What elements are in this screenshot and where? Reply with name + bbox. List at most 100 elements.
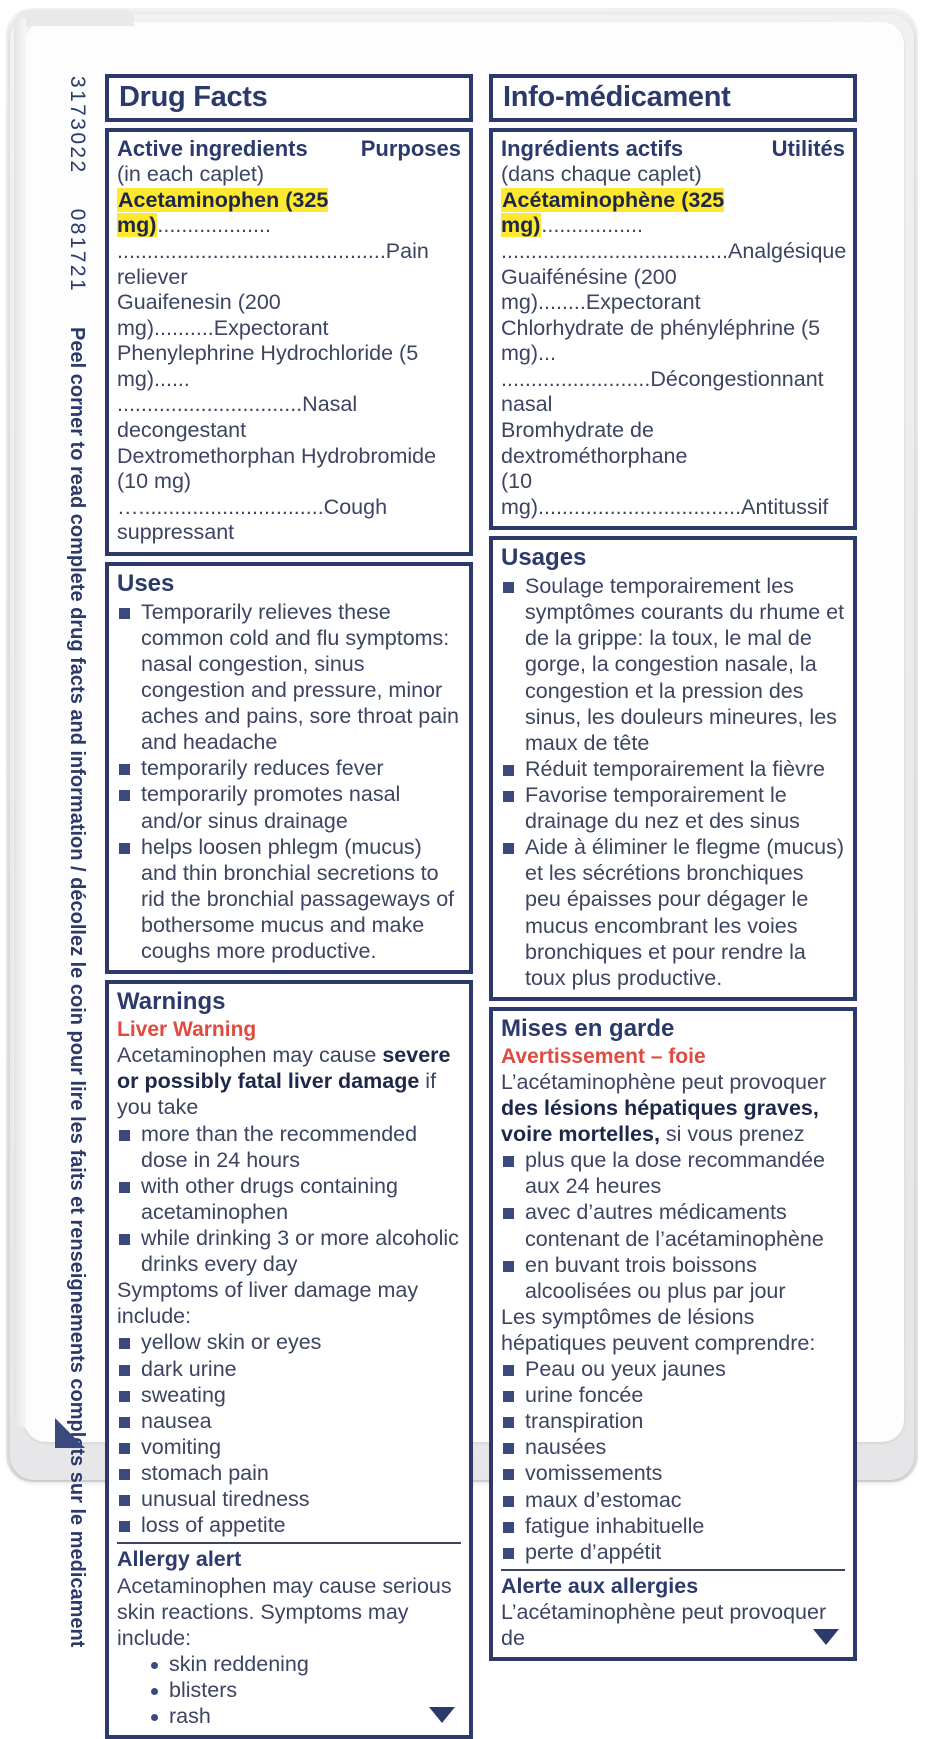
english-uses-list: Temporarily relieves these common cold a… <box>117 599 461 965</box>
peel-corner-triangle-icon[interactable] <box>55 1418 85 1448</box>
list-item: urine foncée <box>501 1382 845 1408</box>
french-lead-post: si vous prenez <box>659 1122 805 1147</box>
english-active-subheader: (in each caplet) <box>117 162 264 187</box>
french-ingredient-leader-0: ................. <box>541 213 643 238</box>
french-active-header: Ingrédients actifs <box>501 136 684 162</box>
french-active-subheader: (dans chaque caplet) <box>501 162 702 187</box>
english-ingredient-purpose-0: ........................................… <box>117 238 429 289</box>
french-warnings-box: Mises en garde Avertissement – foie L’ac… <box>489 1006 857 1662</box>
french-liver-warning-lead: L’acétaminophène peut provoquer des lési… <box>501 1069 845 1147</box>
english-liver-warning-title: Liver Warning <box>117 1018 257 1042</box>
sheet-top-lip <box>14 10 134 26</box>
list-item: temporarily promotes nasal and/or sinus … <box>117 781 461 833</box>
french-ingredient-leader-1: ........Expectorant <box>538 290 701 315</box>
english-ingredient-row-2: Phenylephrine Hydrochloride (5 mg)...... <box>117 341 461 392</box>
french-allergy-divider <box>501 1568 845 1571</box>
french-ingredient-purpose-2: .........................Décongestionnan… <box>501 366 824 417</box>
french-symptoms-list: Peau ou yeux jaunes urine foncée transpi… <box>501 1356 845 1565</box>
list-item: sweating <box>117 1382 461 1408</box>
french-ingredient-row-2: Chlorhydrate de phényléphrine (5 mg)... <box>501 316 845 367</box>
list-item: temporarily reduces fever <box>117 755 461 781</box>
english-uses-title: Uses <box>117 569 175 597</box>
list-item: fatigue inhabituelle <box>501 1513 845 1539</box>
english-warning-conditions-list: more than the recommended dose in 24 hou… <box>117 1121 461 1278</box>
list-item: loss of appetite <box>117 1512 461 1538</box>
french-uses-title: Usages <box>501 544 587 572</box>
list-item: avec d’autres médicaments contenant de l… <box>501 1199 845 1251</box>
list-item: nausées <box>501 1434 845 1460</box>
list-item: Peau ou yeux jaunes <box>501 1356 845 1382</box>
english-active-ingredients-box: Active ingredients Purposes (in each cap… <box>105 128 473 556</box>
french-allergy-alert-title: Alerte aux allergies <box>501 1573 699 1598</box>
list-item: more than the recommended dose in 24 hou… <box>117 1121 461 1173</box>
english-symptoms-intro: Symptoms of liver damage may include: <box>117 1278 419 1329</box>
french-purposes-header: Utilités <box>771 136 845 162</box>
list-item: en buvant trois boissons alcoolisées ou … <box>501 1252 845 1304</box>
list-item: vomiting <box>117 1434 461 1460</box>
english-continue-arrow-down-icon[interactable] <box>429 1707 455 1724</box>
list-item: stomach pain <box>117 1460 461 1486</box>
list-item: transpiration <box>501 1408 845 1434</box>
french-liver-warning-title: Avertissement – foie <box>501 1044 706 1068</box>
french-uses-list: Soulage temporairement les symptômes cou… <box>501 573 845 991</box>
english-warnings-box: Warnings Liver Warning Acetaminophen may… <box>105 980 473 1739</box>
english-allergy-alert-title: Allergy alert <box>117 1547 242 1572</box>
list-item: plus que la dose recommandée aux 24 heur… <box>501 1147 845 1199</box>
english-column: Drug Facts Active ingredients Purposes (… <box>105 74 481 1739</box>
french-title: Info-médicament <box>503 81 731 113</box>
french-warning-conditions-list: plus que la dose recommandée aux 24 heur… <box>501 1147 845 1304</box>
english-ingredient-purpose-2: ...............................Nasal dec… <box>117 392 358 442</box>
french-continue-arrow-down-icon[interactable] <box>813 1629 839 1646</box>
english-ingredient-leader-2: ...... <box>154 366 190 391</box>
english-allergy-divider <box>117 1542 461 1545</box>
list-item: Réduit temporairement la fièvre <box>501 756 845 782</box>
french-active-ingredients-box: Ingrédients actifs Utilités (dans chaque… <box>489 128 857 531</box>
list-item: Soulage temporairement les symptômes cou… <box>501 573 845 756</box>
lot-code-1: 3173022 <box>66 76 89 175</box>
french-ingredient-purpose-0: ......................................An… <box>501 238 847 263</box>
french-lead-bold: des lésions hépatiques graves, voire mor… <box>501 1095 819 1147</box>
french-uses-box: Usages Soulage temporairement les symptô… <box>489 536 857 1001</box>
english-ingredient-name-2: Phenylephrine Hydrochloride (5 mg) <box>117 341 419 391</box>
french-allergy-alert-text: L’acétaminophène peut provoquer de <box>501 1600 827 1651</box>
english-ingredient-name-1: Guaifenesin (200 mg) <box>117 290 281 340</box>
english-ingredient-row-3: Dextromethorphan Hydrobromide (10 mg) <box>117 444 461 495</box>
french-symptoms-intro: Les symptômes de lésions hépatiques peuv… <box>501 1304 816 1355</box>
list-item: nausea <box>117 1408 461 1434</box>
english-allergy-alert-text: Acetaminophen may cause serious skin rea… <box>117 1573 452 1650</box>
english-lead-post: if you take <box>117 1069 437 1120</box>
english-liver-warning-lead: Acetaminophen may cause severe or possib… <box>117 1042 461 1120</box>
french-ingredient-name-2: Chlorhydrate de phényléphrine (5 mg) <box>501 315 821 366</box>
list-item: Favorise temporairement le drainage du n… <box>501 782 845 834</box>
english-ingredient-row-1: Guaifenesin (200 mg)..........Expectoran… <box>117 290 461 341</box>
list-item: perte d’appétit <box>501 1539 845 1565</box>
english-uses-box: Uses Temporarily relieves these common c… <box>105 561 473 975</box>
sheet-left-edge <box>14 18 26 1428</box>
french-active-header-row: Ingrédients actifs Utilités <box>501 136 845 162</box>
french-ingredient-row: Acétaminophène (325 mg)................. <box>501 187 845 239</box>
english-lead-pre: Acetaminophen may cause <box>117 1043 383 1068</box>
list-item: unusual tiredness <box>117 1486 461 1512</box>
list-item: with other drugs containing acetaminophe… <box>117 1173 461 1225</box>
english-symptoms-list: yellow skin or eyes dark urine sweating … <box>117 1329 461 1538</box>
english-active-header: Active ingredients <box>117 136 308 162</box>
list-item: while drinking 3 or more alcoholic drink… <box>117 1225 461 1277</box>
french-lead-pre: L’acétaminophène peut provoquer <box>501 1069 827 1094</box>
list-item: Aide à éliminer le flegme (mucus) et les… <box>501 834 845 991</box>
side-text-strip: 3173022 081721 Peel corner to read complet… <box>50 70 104 1647</box>
english-active-header-row: Active ingredients Purposes <box>117 136 461 162</box>
peel-instruction-text: Peel corner to read complete drug facts … <box>66 327 88 1648</box>
french-ingredient-row-1: Guaifénésine (200 mg)........Expectorant <box>501 265 845 316</box>
lot-code-2: 081721 <box>66 208 89 294</box>
list-item: rash <box>151 1703 461 1729</box>
english-ingredient-row: Acetaminophen (325 mg)..................… <box>117 187 461 239</box>
list-item: blisters <box>151 1677 461 1703</box>
english-allergy-symptoms-list: skin reddening blisters rash <box>117 1651 461 1729</box>
list-item: helps loosen phlegm (mucus) and thin bro… <box>117 834 461 965</box>
english-lead-bold: severe or possibly fatal liver damage <box>117 1043 451 1094</box>
french-warnings-title: Mises en garde <box>501 1014 675 1042</box>
french-ingredient-purpose-3: (10 mg).................................… <box>501 469 829 519</box>
english-ingredient-leader-0: ................... <box>157 213 271 238</box>
label-photo: 3173022 081721 Peel corner to read complet… <box>6 8 918 1739</box>
list-item: skin reddening <box>151 1651 461 1677</box>
